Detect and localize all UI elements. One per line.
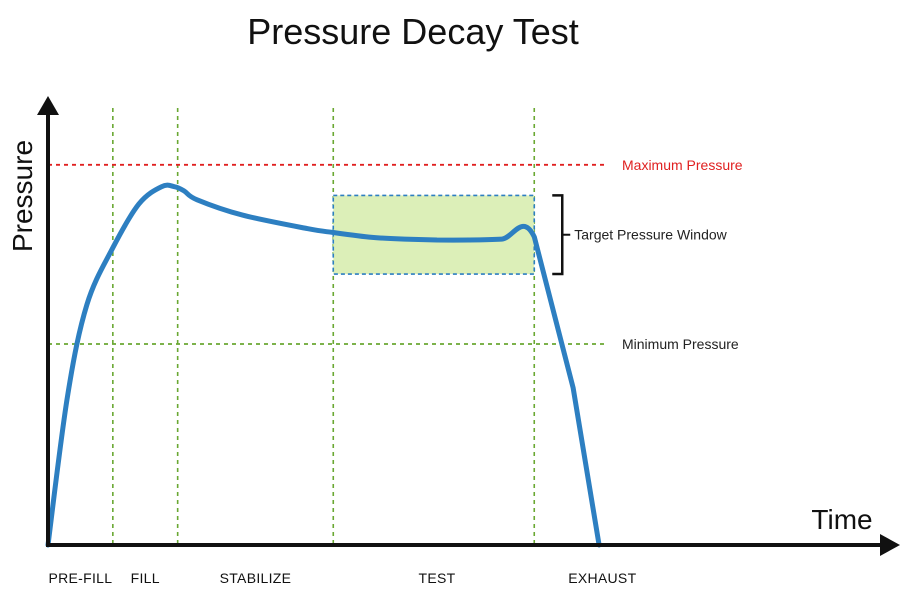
pressure-curve-group (45, 182, 602, 548)
y-axis-title: Pressure (7, 140, 38, 252)
phase-label-pre-fill: PRE-FILL (48, 570, 112, 586)
minimum-pressure-label: Minimum Pressure (622, 336, 739, 352)
annotations: Maximum Pressure Minimum Pressure Target P… (574, 157, 743, 352)
phase-label-test: TEST (419, 570, 456, 586)
phase-boundaries (112, 108, 536, 545)
axes (37, 96, 900, 556)
phase-labels: PRE-FILL FILL STABILIZE TEST EXHAUST (48, 570, 636, 586)
phase-label-fill: FILL (131, 570, 160, 586)
phase-label-stabilize: STABILIZE (220, 570, 292, 586)
target-window-bracket (552, 194, 564, 276)
maximum-pressure-label: Maximum Pressure (622, 157, 743, 173)
threshold-lines (48, 163, 606, 345)
x-axis-arrowhead (880, 534, 900, 556)
phase-label-exhaust: EXHAUST (568, 570, 636, 586)
pressure-curve-1 (45, 182, 602, 548)
target-window-label: Target Pressure Window (574, 227, 727, 243)
y-axis-arrowhead (37, 96, 59, 115)
chart-title: Pressure Decay Test (247, 11, 578, 52)
x-axis-title: Time (811, 504, 872, 535)
